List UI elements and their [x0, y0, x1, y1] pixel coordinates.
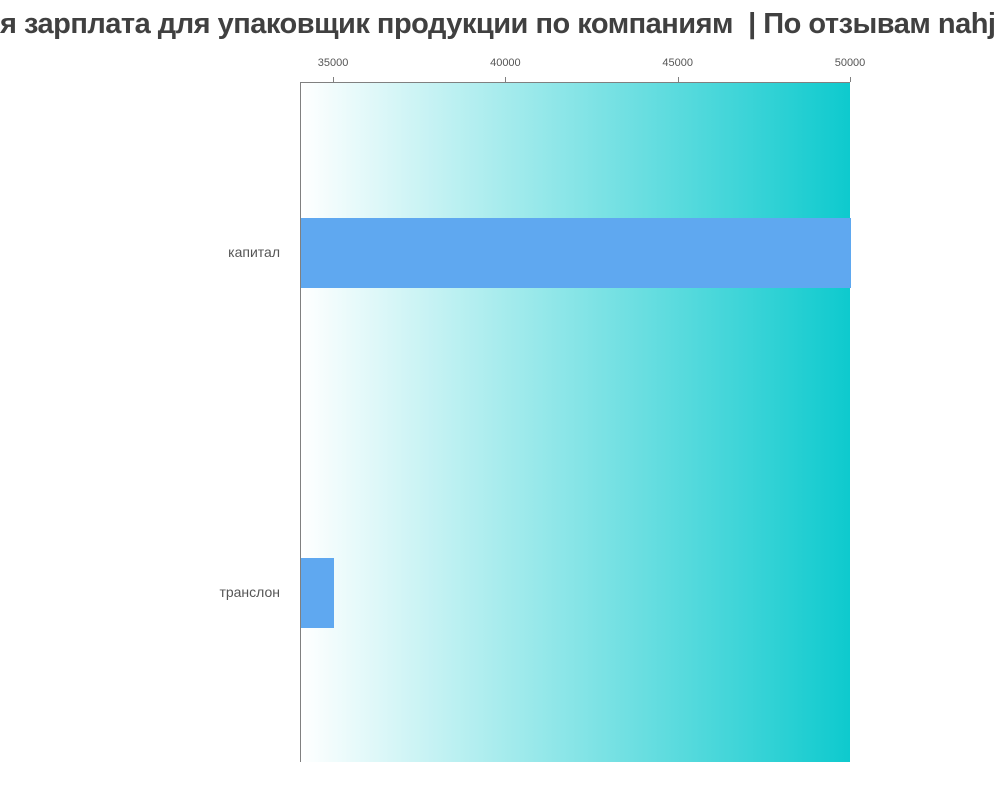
plot-area: [300, 82, 851, 762]
x-axis-tick-mark: [850, 77, 851, 82]
x-axis-tick-mark: [677, 77, 679, 82]
x-axis: 35000 40000 45000 50000: [300, 55, 865, 82]
x-axis-tick-mark: [505, 77, 507, 82]
x-axis-tick-label: 45000: [662, 57, 693, 69]
x-axis-tick-label: 50000: [834, 57, 866, 69]
x-axis-tick-label: 40000: [490, 57, 521, 69]
category-label: капитал: [228, 244, 280, 260]
x-axis-tick-mark: [333, 77, 335, 82]
y-axis-category-labels: капитал транслон: [0, 82, 290, 762]
chart-title: я зарплата для упаковщик продукции по ко…: [0, 8, 996, 40]
bar-капитал: [301, 218, 851, 288]
x-axis-tick-label: 35000: [317, 57, 349, 69]
category-label: транслон: [219, 584, 280, 600]
bar-транслон: [301, 558, 335, 628]
